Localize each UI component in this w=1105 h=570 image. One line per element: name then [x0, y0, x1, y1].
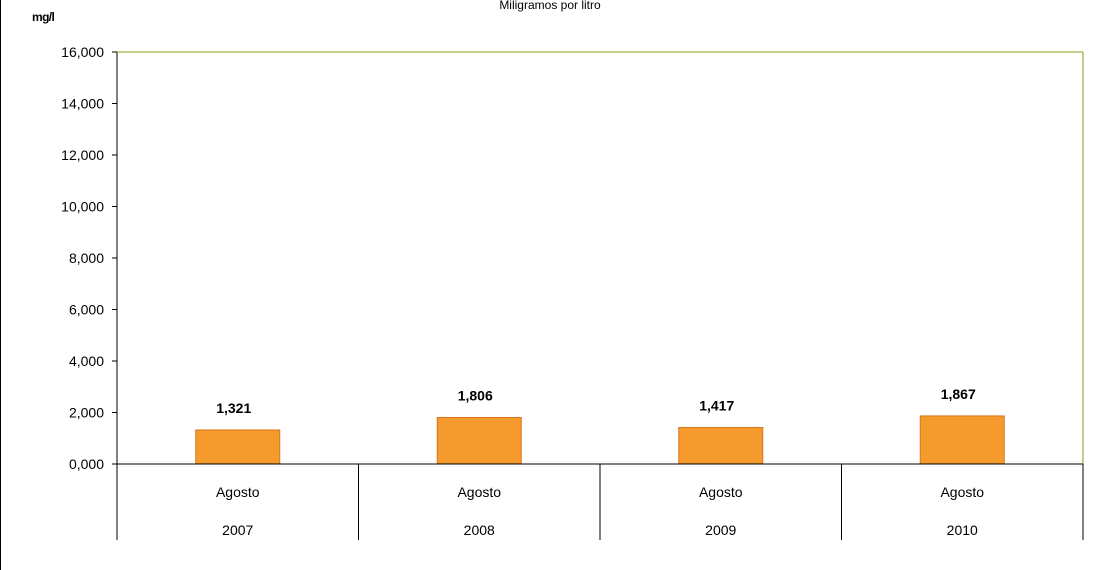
- x-category-month-label: Agosto: [940, 484, 984, 500]
- page-left-border: [0, 0, 1, 570]
- y-tick-label: 10,000: [61, 199, 104, 215]
- x-category-year-label: 2009: [705, 522, 736, 538]
- y-tick-label: 4,000: [69, 353, 104, 369]
- data-label: 1,321: [216, 400, 251, 416]
- x-axis: Agosto 2007 Agosto 2008 Agosto 2009 Agosto 2010: [116, 463, 1084, 540]
- bar: [919, 415, 1005, 465]
- y-tick-label: 14,000: [61, 96, 104, 112]
- y-tick-label: 8,000: [69, 250, 104, 266]
- x-category-year-label: 2007: [222, 522, 253, 538]
- y-axis: 0,000 2,000 4,000 6,000 8,000 10,000 12,000 14,…: [61, 44, 118, 472]
- x-category-year-label: 2010: [947, 522, 978, 538]
- plot-frame: [117, 51, 1084, 464]
- bar: [436, 416, 522, 465]
- y-tick-label: 2,000: [69, 405, 104, 421]
- data-label: 1,417: [699, 398, 734, 414]
- y-tick-label: 16,000: [61, 44, 104, 60]
- y-tick-label: 12,000: [61, 147, 104, 163]
- data-label: 1,806: [458, 387, 493, 403]
- y-tick-label: 6,000: [69, 302, 104, 318]
- x-category-year-label: 2008: [464, 522, 495, 538]
- x-category-month-label: Agosto: [457, 484, 501, 500]
- y-tick-label: 0,000: [69, 456, 104, 472]
- y-unit-label: mg/l: [32, 10, 55, 24]
- chart-title: Miligramos por litro: [499, 0, 601, 12]
- bar: [678, 427, 764, 465]
- x-category-month-label: Agosto: [699, 484, 743, 500]
- data-label: 1,867: [941, 386, 976, 402]
- x-category-month-label: Agosto: [216, 484, 260, 500]
- bars: 1,321 1,806 1,417 1,867: [195, 386, 1005, 465]
- bar: [195, 429, 281, 465]
